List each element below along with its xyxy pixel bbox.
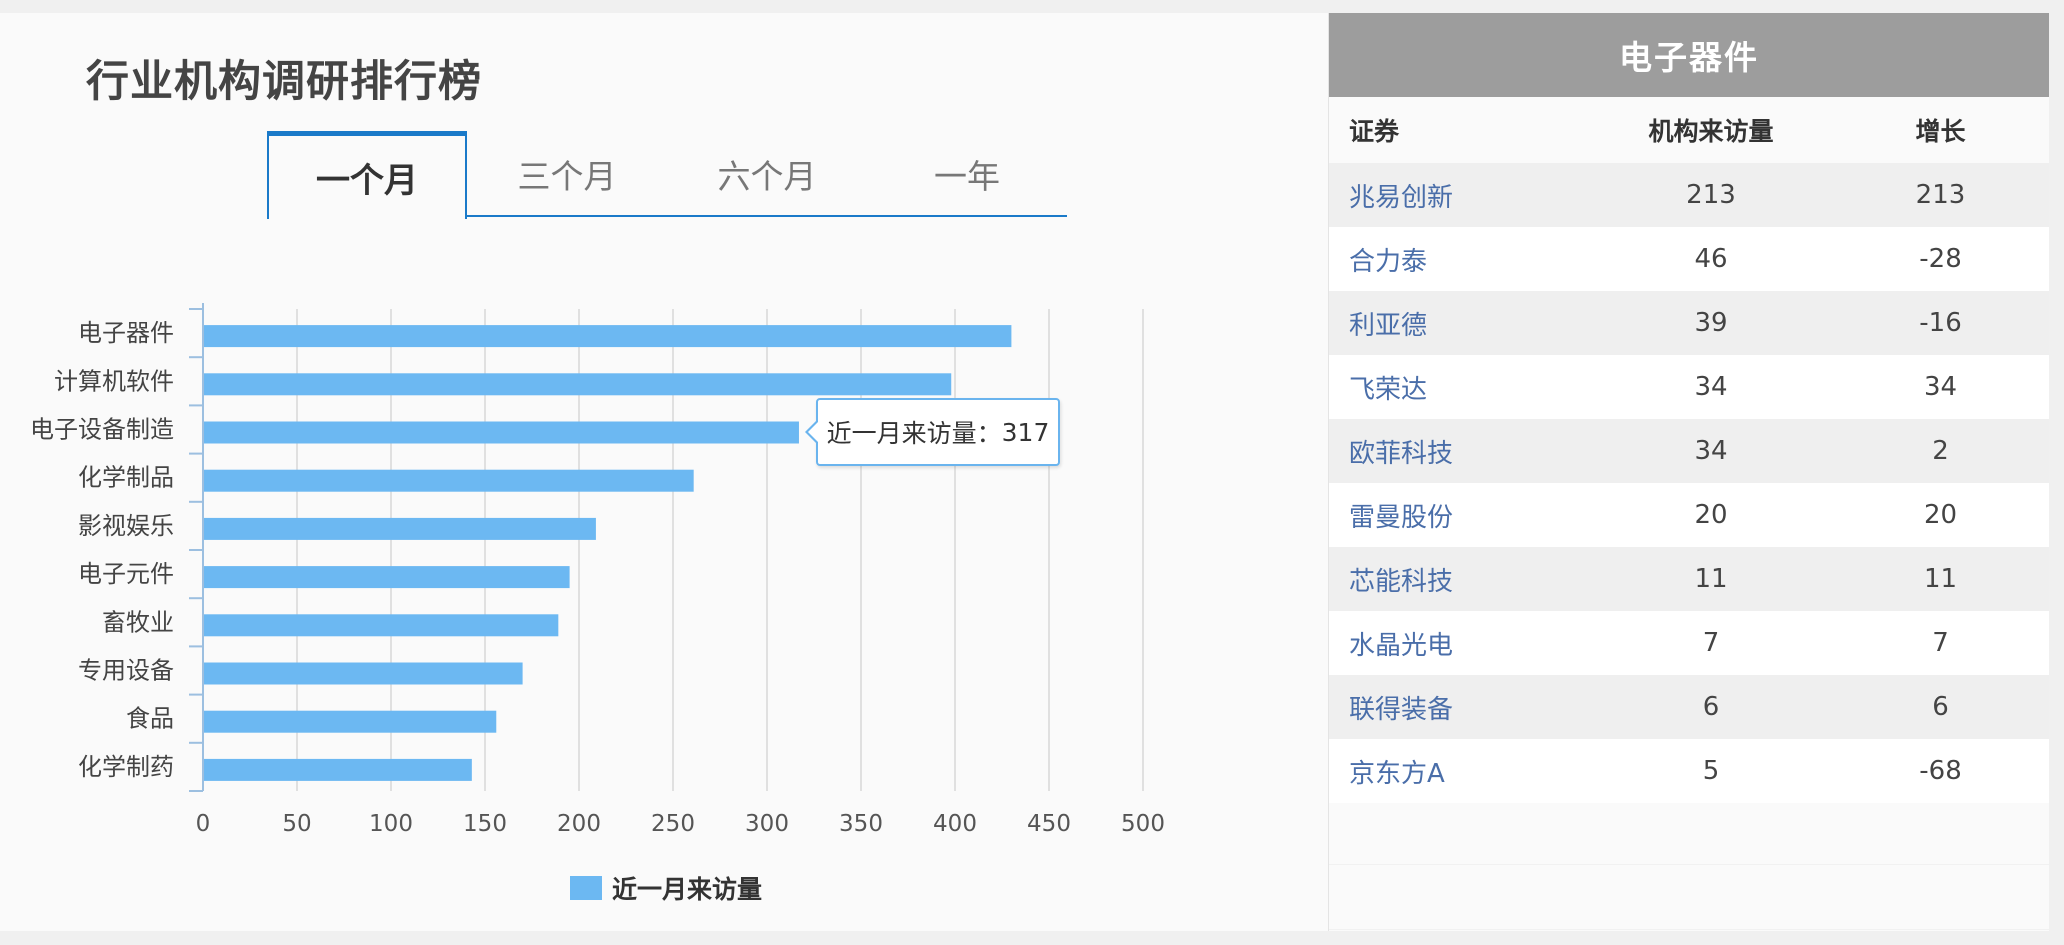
period-tabs: 一个月 三个月 六个月 一年: [267, 131, 1067, 219]
category-label: 电子元件: [78, 560, 174, 588]
bar: [204, 662, 523, 685]
security-name-link[interactable]: 京东方A: [1329, 739, 1590, 803]
security-name-link[interactable]: 雷曼股份: [1329, 483, 1590, 547]
x-tick-label: 200: [557, 811, 601, 837]
security-name-link[interactable]: 利亚德: [1329, 291, 1590, 355]
table-row[interactable]: 雷曼股份 20 20: [1329, 483, 2049, 547]
tooltip-value: 317: [1001, 417, 1050, 447]
security-name-link[interactable]: 欧菲科技: [1329, 419, 1590, 483]
empty-row: [1329, 865, 2049, 930]
bar: [204, 421, 799, 444]
visits-cell: 213: [1590, 163, 1832, 227]
tooltip-label: 近一月来访量：: [826, 419, 1002, 448]
column-header-growth: 增长: [1832, 97, 2049, 163]
security-name-link[interactable]: 飞荣达: [1329, 355, 1590, 419]
tab-six-months[interactable]: 六个月: [717, 157, 817, 196]
growth-cell: 213: [1832, 163, 2049, 227]
category-label: 电子设备制造: [30, 416, 174, 444]
bar: [204, 469, 694, 492]
x-tick-label: 500: [1121, 811, 1165, 837]
x-tick-label: 250: [651, 811, 695, 837]
visits-cell: 20: [1590, 483, 1832, 547]
column-header-visits: 机构来访量: [1590, 97, 1832, 163]
tooltip-arrow: [805, 419, 819, 445]
table-row[interactable]: 联得装备 6 6: [1329, 675, 2049, 739]
category-label: 影视娱乐: [78, 512, 174, 540]
table-header-row: 证券 机构来访量 增长: [1329, 97, 2049, 163]
x-tick-label: 150: [463, 811, 507, 837]
security-name-link[interactable]: 合力泰: [1329, 227, 1590, 291]
bar: [204, 710, 497, 733]
category-label: 食品: [126, 705, 174, 733]
category-label: 化学制品: [78, 464, 174, 492]
industry-ranking-panel: 行业机构调研排行榜 一个月 三个月 六个月 一年 0 50 100 150 200 250…: [0, 13, 1328, 931]
growth-cell: 34: [1832, 355, 2049, 419]
x-tick-label: 0: [196, 811, 211, 837]
category-label: 畜牧业: [102, 608, 174, 636]
security-name-link[interactable]: 水晶光电: [1329, 611, 1590, 675]
category-label: 化学制药: [78, 753, 174, 781]
chart-legend[interactable]: 近一月来访量: [570, 870, 762, 906]
growth-cell: 6: [1832, 675, 2049, 739]
bar: [204, 517, 596, 540]
table-row[interactable]: 京东方A 5 -68: [1329, 739, 2049, 803]
growth-cell: 11: [1832, 547, 2049, 611]
table-title: 电子器件: [1329, 13, 2049, 97]
table-row[interactable]: 兆易创新 213 213: [1329, 163, 2049, 227]
stock-table: 证券 机构来访量 增长 兆易创新 213 213 合力泰 46 -28 利亚德 39 -16 飞荣…: [1329, 97, 2049, 803]
visits-cell: 7: [1590, 611, 1832, 675]
visits-cell: 46: [1590, 227, 1832, 291]
table-row[interactable]: 飞荣达 34 34: [1329, 355, 2049, 419]
security-name-link[interactable]: 联得装备: [1329, 675, 1590, 739]
category-label: 专用设备: [78, 657, 174, 685]
visits-cell: 5: [1590, 739, 1832, 803]
visit-bar-chart: 0 50 100 150 200 250 300 350 400 450 500 电子器件计算机软件电…: [30, 303, 1165, 837]
column-header-security: 证券: [1329, 97, 1590, 163]
legend-label: 近一月来访量: [612, 875, 763, 904]
growth-cell: 7: [1832, 611, 2049, 675]
bar: [204, 758, 472, 781]
bar: [204, 566, 570, 589]
visits-cell: 34: [1590, 355, 1832, 419]
growth-cell: -28: [1832, 227, 2049, 291]
visits-cell: 6: [1590, 675, 1832, 739]
security-name-link[interactable]: 芯能科技: [1329, 547, 1590, 611]
x-tick-label: 450: [1027, 811, 1071, 837]
table-row[interactable]: 水晶光电 7 7: [1329, 611, 2049, 675]
empty-table-area: [1329, 800, 2049, 930]
visits-cell: 34: [1590, 419, 1832, 483]
growth-cell: 2: [1832, 419, 2049, 483]
growth-cell: -16: [1832, 291, 2049, 355]
x-tick-label: 300: [745, 811, 789, 837]
page-title: 行业机构调研排行榜: [86, 57, 482, 107]
visits-cell: 39: [1590, 291, 1832, 355]
bar: [204, 373, 952, 396]
x-tick-label: 350: [839, 811, 883, 837]
category-label: 计算机软件: [54, 367, 174, 395]
table-row[interactable]: 利亚德 39 -16: [1329, 291, 2049, 355]
tab-one-month[interactable]: 一个月: [267, 131, 467, 219]
tab-one-year[interactable]: 一年: [934, 157, 1000, 196]
x-tick-label: 400: [933, 811, 977, 837]
empty-row: [1329, 800, 2049, 865]
visits-cell: 11: [1590, 547, 1832, 611]
growth-cell: 20: [1832, 483, 2049, 547]
chart-tooltip: 近一月来访量： 317: [805, 398, 1060, 466]
x-tick-label: 100: [369, 811, 413, 837]
table-row[interactable]: 芯能科技 11 11: [1329, 547, 2049, 611]
tab-three-months[interactable]: 三个月: [517, 157, 617, 196]
table-row[interactable]: 欧菲科技 34 2: [1329, 419, 2049, 483]
stock-detail-panel: 电子器件 证券 机构来访量 增长 兆易创新 213 213 合力泰 46 -28 利亚德 39…: [1328, 13, 2049, 931]
table-row[interactable]: 合力泰 46 -28: [1329, 227, 2049, 291]
security-name-link[interactable]: 兆易创新: [1329, 163, 1590, 227]
growth-cell: -68: [1832, 739, 2049, 803]
bar: [204, 325, 1012, 348]
legend-swatch: [570, 876, 602, 900]
bar: [204, 614, 559, 637]
x-tick-label: 50: [282, 811, 311, 837]
category-label: 电子器件: [78, 319, 174, 347]
